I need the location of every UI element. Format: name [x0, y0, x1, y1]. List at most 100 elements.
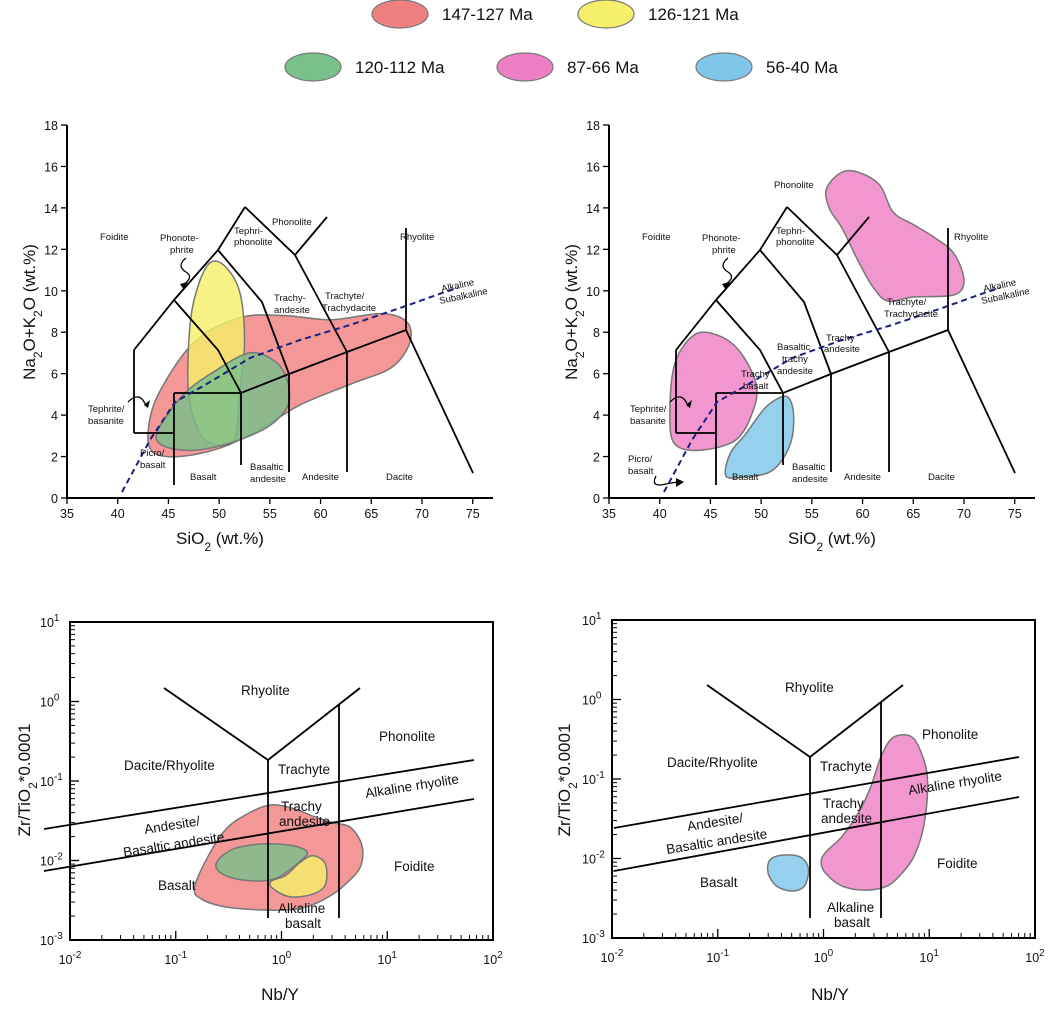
p1-label-picro-1: Picro/	[140, 448, 165, 459]
p1-xtick-label-3: 50	[212, 507, 226, 521]
p1-ytick-label-5: 10	[44, 285, 58, 299]
p2-y-axis-title: Na2O+K2O (wt.%)	[562, 244, 587, 380]
p1-label-phonolite: Phonolite	[272, 217, 312, 228]
p1-label-basalt: Basalt	[190, 472, 217, 483]
p4-xtick-label-1: 10-1	[706, 948, 729, 965]
p3-xtick-label-1: 10-1	[164, 950, 187, 967]
tas-panel-1: Foidite Phonote- phrite Tephri- phonolit…	[20, 119, 493, 554]
p3-xtick-label-2: 100	[272, 950, 292, 967]
p4-axes: 10-2 10-1 100 101 102 10-3 10-2 10-1 100 101	[582, 611, 1045, 965]
p3-boundary-lower-diagonal	[43, 798, 475, 872]
p1-xtick-label-8: 75	[466, 507, 480, 521]
p2-label-tephriphonolite-1: Tephri-	[776, 226, 805, 237]
p4-field-boundaries	[613, 684, 1020, 918]
p3-y-axis-title: Zr/TiO2*0.0001	[15, 724, 40, 837]
p1-ytick-label-9: 18	[44, 119, 58, 133]
p2-label-dacite: Dacite	[928, 472, 955, 483]
p1-pointer-phonotephrite	[180, 257, 191, 285]
p1-boundary-trachyte-div	[294, 254, 348, 353]
p2-label-trachyte-1: Trachyte/	[887, 297, 927, 308]
p1-pointer-tephrite	[127, 396, 147, 407]
p4-label-trachyte: Trachyte	[820, 759, 872, 774]
p2-ytick-label-1: 2	[593, 451, 600, 465]
p2-xtick-label-3: 50	[754, 507, 768, 521]
p2-label-tephrite-2: basanite	[630, 416, 666, 427]
p1-field-boundaries	[121, 206, 474, 499]
p2-label-trachybasalt-1: Trachy	[741, 369, 770, 380]
p1-label-tephrite-2: basanite	[88, 416, 124, 427]
p3-boundary-upper-diagonal	[43, 759, 475, 830]
p2-label-picro-1: Picro/	[628, 454, 653, 465]
p3-ytick-label-2: 10-1	[40, 772, 63, 789]
p4-label-dacite-rhyolite: Dacite/Rhyolite	[667, 755, 758, 770]
p1-regions	[147, 260, 412, 458]
legend-label-87-66: 87-66 Ma	[567, 58, 639, 77]
legend: 147-127 Ma 126-121 Ma 120-112 Ma 87-66 M…	[284, 0, 838, 82]
p4-ytick-label-1: 10-2	[582, 850, 605, 867]
p1-label-trachyandesite-1: Trachy-	[274, 293, 306, 304]
p1-boundary-phonotephrite-div	[217, 249, 290, 375]
p2-ytick-label-7: 14	[586, 202, 600, 216]
legend-label-147-127: 147-127 Ma	[442, 5, 533, 24]
p1-x-axis-title: SiO2 (wt.%)	[176, 529, 264, 554]
p1-ytick-label-3: 6	[51, 368, 58, 382]
p4-xtick-label-3: 101	[920, 948, 940, 965]
p4-ytick-label-2: 10-1	[582, 770, 605, 787]
p2-ytick-label-0: 0	[593, 492, 600, 506]
p4-region-0	[820, 733, 929, 891]
legend-swatch-126-121	[577, 0, 635, 29]
p1-label-phonotephrite-1: Phonote-	[160, 233, 199, 244]
p1-label-andesite: Andesite	[302, 472, 339, 483]
p1-label-tephriphonolite-2: phonolite	[234, 237, 273, 248]
p2-label-tephriphonolite-2: phonolite	[776, 237, 815, 248]
p1-label-foidite: Foidite	[100, 232, 129, 243]
p4-label-rhyolite: Rhyolite	[785, 680, 834, 695]
p3-ytick-label-4: 101	[40, 613, 60, 630]
p2-xtick-label-7: 70	[957, 507, 971, 521]
legend-label-56-40: 56-40 Ma	[766, 58, 838, 77]
p3-label-dacite-rhyolite: Dacite/Rhyolite	[124, 758, 215, 773]
p1-label-dacite: Dacite	[386, 472, 413, 483]
p2-region-1	[824, 169, 965, 303]
p4-label-basalt: Basalt	[700, 875, 738, 890]
p1-ytick-label-2: 4	[51, 409, 58, 423]
p2-label-basaltic-trachy-1: Basaltic	[777, 342, 811, 353]
p2-label-basalt: Basalt	[732, 472, 759, 483]
p3-xtick-label-0: 10-2	[59, 950, 82, 967]
p1-label-trachyte-1: Trachyte/	[325, 291, 365, 302]
legend-label-126-121: 126-121 Ma	[648, 5, 739, 24]
legend-swatch-147-127	[371, 0, 429, 29]
p1-xtick-label-4: 55	[263, 507, 277, 521]
p4-region-1	[766, 854, 810, 892]
p1-label-basaltic-andesite-1: Basaltic	[250, 462, 284, 473]
p4-ytick-label-3: 100	[582, 691, 602, 708]
p3-label-phonolite: Phonolite	[379, 729, 435, 744]
p2-xtick-label-1: 40	[653, 507, 667, 521]
p2-alkaline-divider	[663, 287, 1001, 493]
p2-pointer-head-phonotephrite	[722, 282, 730, 290]
p2-boundary-foidite	[675, 206, 788, 351]
p1-xtick-label-7: 70	[415, 507, 429, 521]
p3-regions	[193, 804, 364, 912]
p3-boundary-rhyolite-v	[163, 687, 361, 762]
p4-label-trachyandesite-1: Trachy	[823, 796, 864, 811]
p4-boundary-upper-diagonal	[613, 756, 1020, 829]
p1-xtick-label-2: 45	[161, 507, 175, 521]
p2-label-basaltic-andesite-2: andesite	[792, 474, 828, 485]
p1-label-tephrite-1: Tephrite/	[88, 404, 125, 415]
p1-y-axis-title: Na2O+K2O (wt.%)	[20, 244, 45, 380]
p2-label-phonotephrite-1: Phonote-	[702, 233, 741, 244]
p1-label-trachyte-2: Trachydacite	[322, 303, 376, 314]
p3-label-trachyte: Trachyte	[278, 762, 330, 777]
p4-ytick-label-4: 101	[582, 611, 602, 628]
p1-label-picro-2: basalt	[140, 460, 166, 471]
p1-ytick-label-6: 12	[44, 243, 58, 257]
p2-boundary-dacite	[947, 329, 1016, 474]
p3-xtick-label-4: 102	[483, 950, 503, 967]
p2-boundary-phonotephrite-div	[759, 249, 832, 375]
p1-label-tephriphonolite-1: Tephri-	[234, 226, 263, 237]
p2-xtick-label-2: 45	[703, 507, 717, 521]
p2-label-tephrite-1: Tephrite/	[630, 404, 667, 415]
p3-label-foidite: Foidite	[394, 859, 435, 874]
